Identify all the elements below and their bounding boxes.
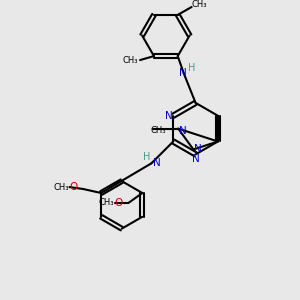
Text: H: H [143, 152, 150, 162]
Text: CH₃: CH₃ [99, 198, 114, 207]
Text: CH₃: CH₃ [150, 126, 166, 135]
Text: O: O [114, 198, 123, 208]
Text: CH₃: CH₃ [122, 56, 138, 64]
Text: N: N [152, 158, 160, 168]
Text: CH₃: CH₃ [192, 1, 207, 10]
Text: N: N [192, 154, 200, 164]
Text: N: N [179, 126, 187, 136]
Text: N: N [194, 144, 202, 154]
Text: N: N [165, 111, 173, 121]
Text: CH₃: CH₃ [54, 183, 69, 192]
Text: H: H [188, 63, 195, 73]
Text: O: O [69, 182, 77, 192]
Text: N: N [179, 68, 187, 78]
